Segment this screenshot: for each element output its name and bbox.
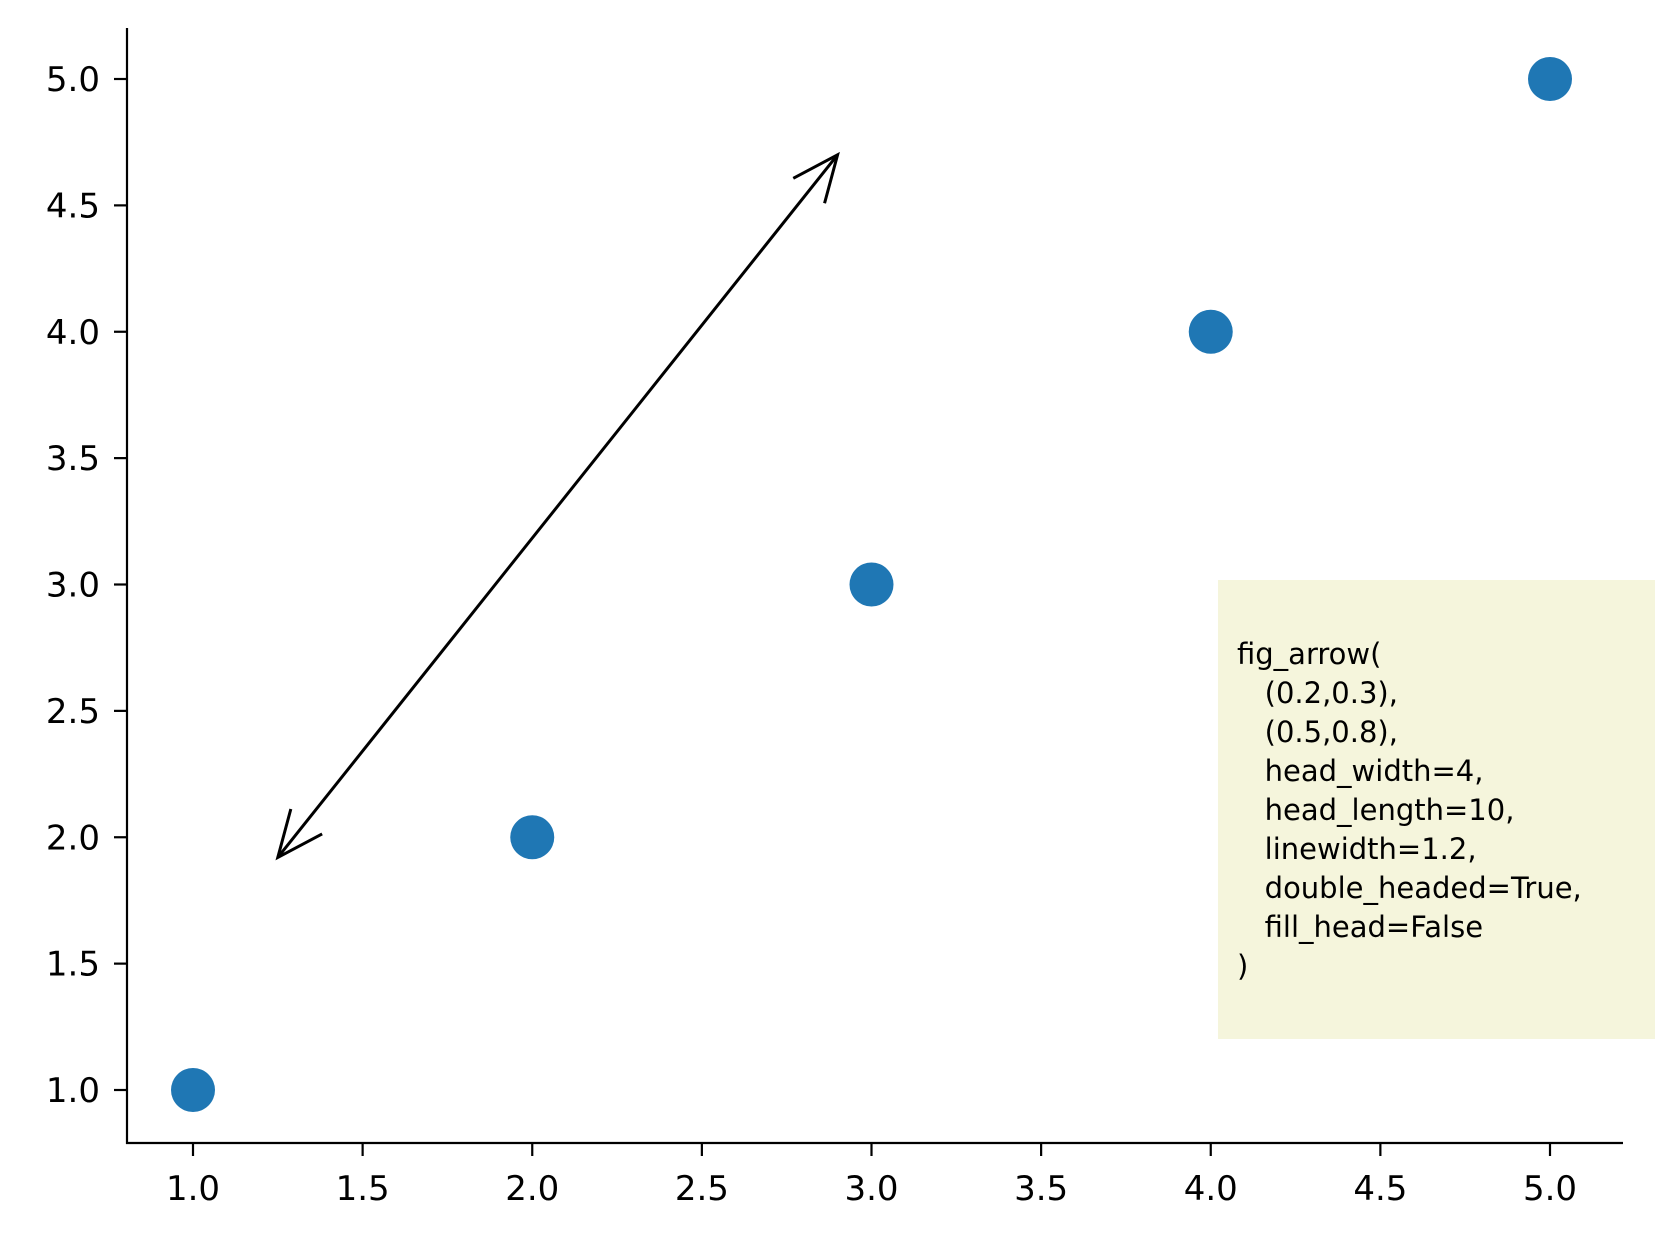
x-tick-label: 3.5 <box>1014 1169 1068 1209</box>
x-tick-label: 2.0 <box>505 1169 559 1209</box>
x-tick-label: 4.5 <box>1353 1169 1407 1209</box>
data-point <box>1528 57 1572 101</box>
data-points <box>171 57 1572 1112</box>
y-tick-label: 1.5 <box>46 945 100 985</box>
data-point <box>171 1068 215 1112</box>
note-line: head_length=10, <box>1237 793 1515 827</box>
x-tick-label: 1.5 <box>336 1169 390 1209</box>
arrow-head <box>792 151 840 204</box>
annotation-note-box: fig_arrow( (0.2,0.3), (0.5,0.8), head_wi… <box>1218 580 1655 1039</box>
y-tick-label: 3.0 <box>46 566 100 606</box>
data-point <box>849 562 894 607</box>
y-tick-label: 3.5 <box>46 439 100 479</box>
note-line: fig_arrow( <box>1237 637 1382 671</box>
note-line: head_width=4, <box>1237 754 1484 788</box>
y-tick-label: 4.0 <box>46 313 100 353</box>
arrow-head <box>275 808 323 861</box>
data-point <box>510 815 555 860</box>
note-line: fill_head=False <box>1237 910 1484 944</box>
double-headed-arrow <box>275 151 840 861</box>
x-tick-label: 5.0 <box>1523 1169 1577 1209</box>
note-line: linewidth=1.2, <box>1237 832 1477 866</box>
x-tick-label: 3.0 <box>844 1169 898 1209</box>
y-tick-label: 2.0 <box>46 818 100 858</box>
arrow-shaft <box>276 153 839 859</box>
note-line: double_headed=True, <box>1237 871 1582 905</box>
y-tick-label: 2.5 <box>46 692 100 732</box>
x-tick-label: 1.0 <box>166 1169 220 1209</box>
y-tick-label: 5.0 <box>46 60 100 100</box>
note-line: (0.2,0.3), <box>1237 676 1398 710</box>
data-point <box>1188 309 1233 354</box>
x-tick-label: 4.0 <box>1184 1169 1238 1209</box>
y-axis-ticks: 1.0 1.5 2.0 2.5 3.0 3.5 4.0 4.5 5.0 <box>46 60 127 1111</box>
x-tick-label: 2.5 <box>675 1169 729 1209</box>
note-line: (0.5,0.8), <box>1237 715 1398 749</box>
x-axis-ticks: 1.0 1.5 2.0 2.5 3.0 3.5 4.0 4.5 5.0 <box>166 1143 1577 1209</box>
y-tick-label: 1.0 <box>46 1071 100 1111</box>
note-line: ) <box>1237 949 1249 983</box>
y-tick-label: 4.5 <box>46 186 100 226</box>
